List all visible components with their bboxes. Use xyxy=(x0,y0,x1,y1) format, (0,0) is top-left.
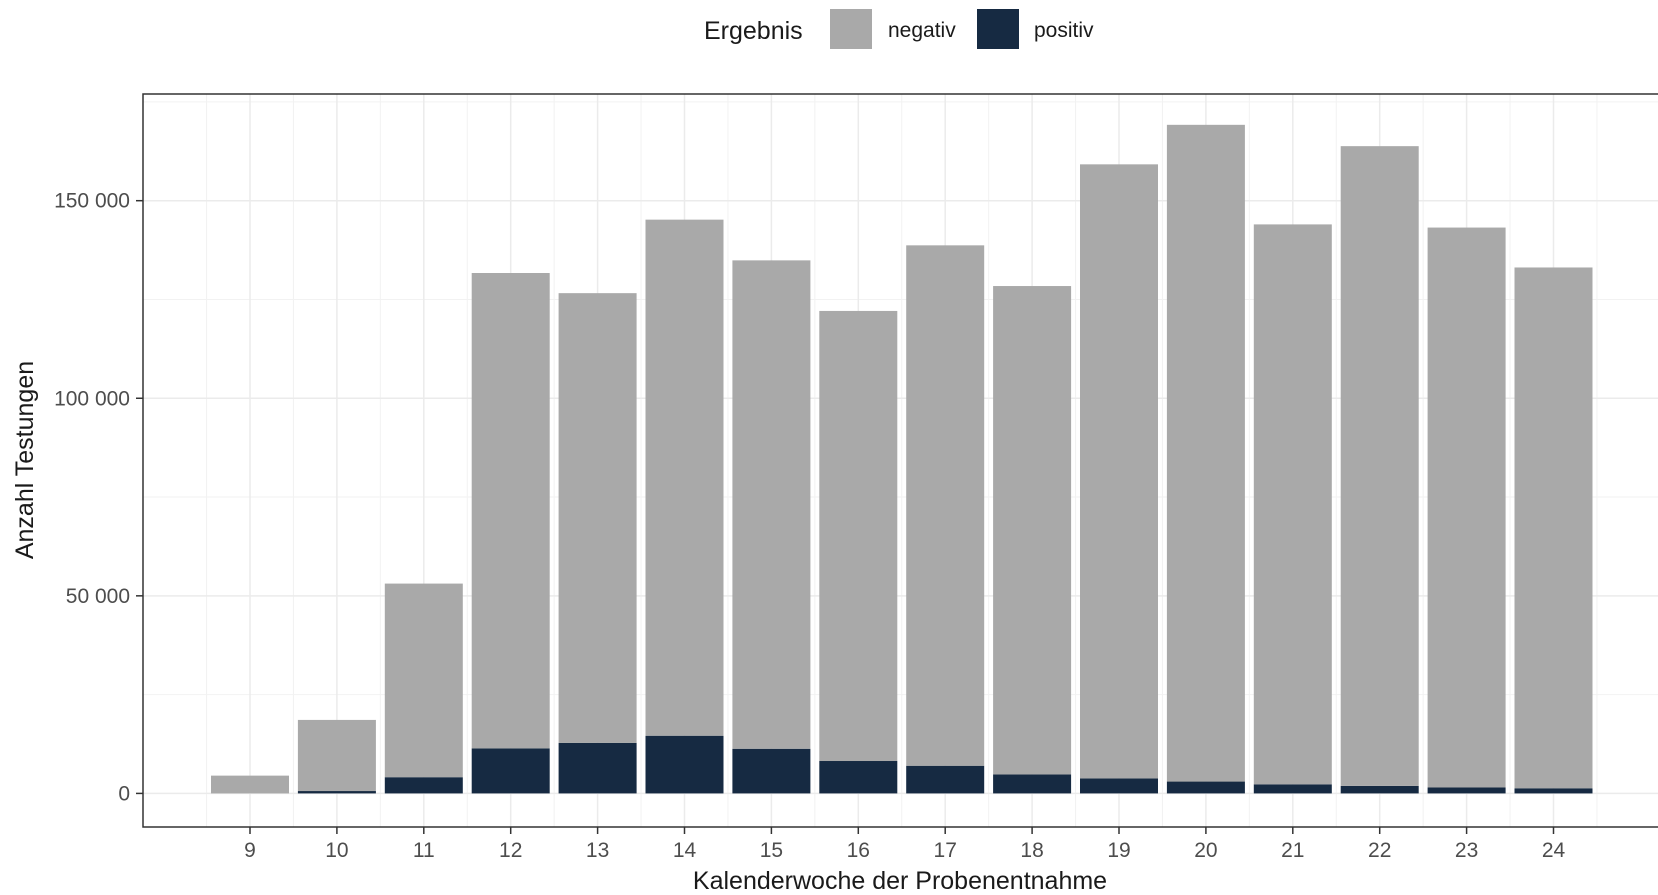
bar-positiv-kw14 xyxy=(645,735,724,794)
bar-negativ-kw12 xyxy=(471,273,550,749)
x-tick-label: 14 xyxy=(673,839,697,862)
x-tick-label: 20 xyxy=(1194,839,1217,862)
bar-negativ-kw14 xyxy=(645,219,724,736)
bar-positiv-kw10 xyxy=(297,791,376,794)
bar-negativ-kw17 xyxy=(906,245,985,766)
y-tick-label: 50 000 xyxy=(66,585,130,608)
x-tick-label: 10 xyxy=(325,839,348,862)
legend-title: Ergebnis xyxy=(704,17,803,45)
x-axis: 9 10 11 12 13 14 15 16 17 18 19 20 21 22 23 24 xyxy=(244,827,1565,862)
y-tick-label: 100 000 xyxy=(54,387,130,410)
x-tick-label: 19 xyxy=(1107,839,1130,862)
legend-swatch-positiv xyxy=(977,9,1019,49)
bar-positiv-kw16 xyxy=(819,761,898,794)
x-tick-label: 18 xyxy=(1020,839,1043,862)
x-tick-label: 22 xyxy=(1368,839,1391,862)
x-tick-label: 24 xyxy=(1542,839,1566,862)
x-tick-label: 12 xyxy=(499,839,522,862)
bar-negativ-kw22 xyxy=(1340,146,1419,786)
x-tick-label: 11 xyxy=(413,839,435,862)
bar-positiv-kw15 xyxy=(732,748,811,794)
x-tick-label: 17 xyxy=(934,839,957,862)
legend: Ergebnis negativ positiv xyxy=(704,9,1094,49)
legend-label-positiv: positiv xyxy=(1034,19,1094,42)
bar-positiv-kw19 xyxy=(1080,778,1158,794)
bar-negativ-kw16 xyxy=(819,310,898,762)
bar-negativ-kw11 xyxy=(384,583,463,778)
x-tick-label: 9 xyxy=(244,839,256,862)
y-tick-label: 150 000 xyxy=(54,190,130,213)
x-tick-label: 16 xyxy=(847,839,870,862)
bar-positiv-kw17 xyxy=(906,765,985,794)
bar-negativ-kw24 xyxy=(1514,267,1593,789)
bar-positiv-kw11 xyxy=(384,777,463,794)
bar-positiv-kw22 xyxy=(1340,785,1419,794)
bar-negativ-kw13 xyxy=(558,293,637,743)
legend-swatch-negativ xyxy=(830,9,872,49)
bar-negativ-kw20 xyxy=(1166,124,1245,782)
bar-positiv-kw20 xyxy=(1166,781,1245,794)
bar-negativ-kw18 xyxy=(993,286,1072,775)
bar-positiv-kw24 xyxy=(1514,788,1593,794)
bar-positiv-kw12 xyxy=(471,748,550,794)
bar-positiv-kw18 xyxy=(993,774,1072,794)
bar-negativ-kw15 xyxy=(732,260,811,749)
bar-negativ-kw10 xyxy=(297,719,376,792)
x-tick-label: 13 xyxy=(586,839,609,862)
x-tick-label: 23 xyxy=(1455,839,1478,862)
plot-panel xyxy=(142,93,1658,828)
bar-negativ-kw9 xyxy=(211,775,289,794)
plot-border xyxy=(142,93,1658,828)
bar-negativ-kw23 xyxy=(1427,227,1506,788)
x-tick-label: 15 xyxy=(760,839,783,862)
bar-positiv-kw23 xyxy=(1427,787,1506,794)
bar-negativ-kw21 xyxy=(1253,224,1332,785)
x-axis-title: Kalenderwoche der Probenentnahme xyxy=(693,867,1107,895)
legend-label-negativ: negativ xyxy=(888,19,956,42)
x-tick-label: 21 xyxy=(1281,839,1304,862)
y-axis-title: Anzahl Testungen xyxy=(11,361,39,559)
bar-positiv-kw13 xyxy=(558,742,637,794)
y-tick-label: 0 xyxy=(118,782,130,805)
y-axis: 0 50 000 100 000 150 000 xyxy=(54,190,143,805)
bar-negativ-kw19 xyxy=(1080,164,1158,779)
bars xyxy=(211,124,1593,794)
bar-positiv-kw21 xyxy=(1253,784,1332,794)
